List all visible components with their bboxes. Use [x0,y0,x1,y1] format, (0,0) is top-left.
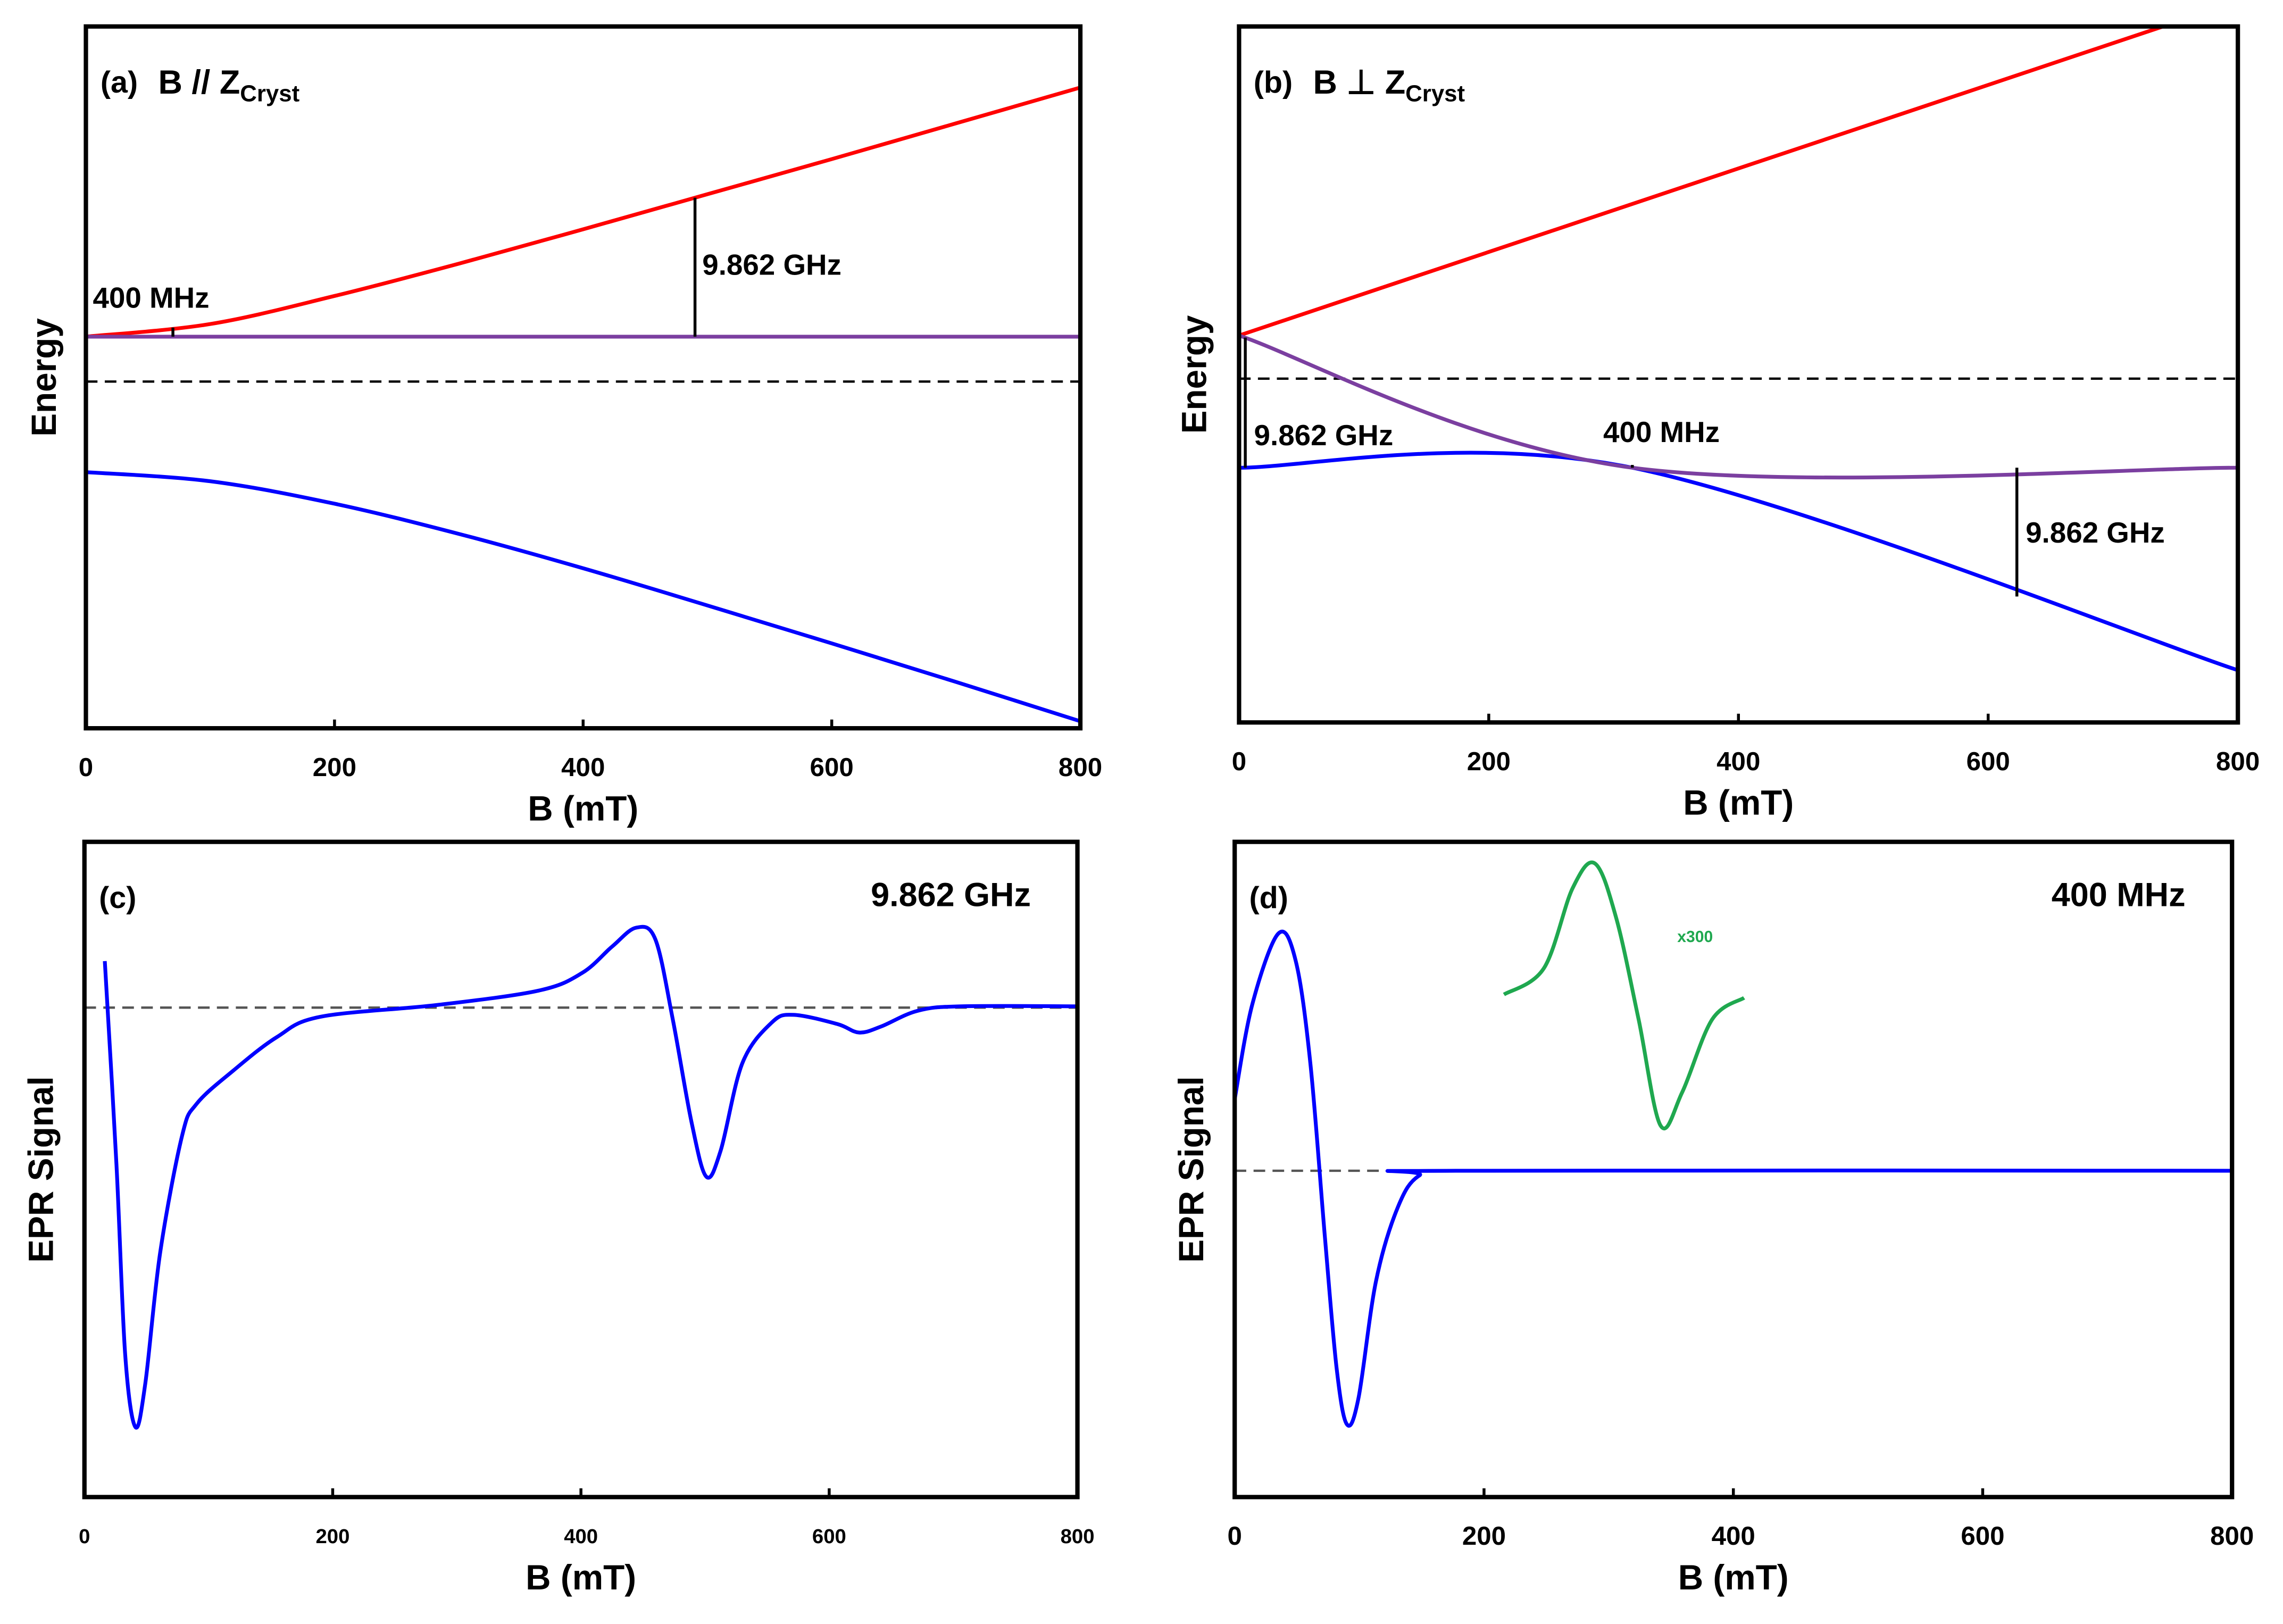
transition-label: 9.862 GHz [1254,419,1394,452]
frequency-label: 400 MHz [2052,876,2186,913]
x-axis-label: B (mT) [1683,784,1794,822]
transition-label: 9.862 GHz [702,248,841,281]
frequency-label: 9.862 GHz [871,876,1031,913]
x-tick-label: 200 [315,1525,349,1548]
x-tick-label: 400 [1717,747,1760,776]
x-tick-label: 600 [1961,1521,2004,1551]
transition-label: 400 MHz [1603,415,1720,448]
x-tick-label: 0 [79,1525,90,1548]
transition-label: 9.862 GHz [2026,516,2165,549]
curve [1235,929,2232,1428]
panel-title: (c) [99,881,136,915]
x-tick-label: 0 [1227,1521,1242,1551]
panel-label-subscript: Cryst [1405,80,1465,106]
annotation: x300 [1677,928,1713,946]
x-tick-label: 400 [564,1525,598,1548]
panel-letter: (c) [99,881,136,915]
plot-frame [82,839,1080,1500]
x-tick-label: 800 [1061,1525,1095,1548]
transition-label: 400 MHz [93,281,210,314]
x-axis-label: B (mT) [528,789,638,828]
plot-frame [1237,24,2240,725]
y-axis-label: Energy [24,318,63,437]
curve [1239,451,2238,672]
curve [1239,334,2238,480]
plot-area [1239,26,2238,672]
panel-label-subscript: Cryst [240,80,299,106]
x-tick-label: 600 [812,1525,846,1548]
curve [86,86,1081,339]
x-tick-label: 600 [1967,747,2010,776]
panel-letter: (b) [1254,65,1293,99]
x-tick-label: 400 [561,753,605,782]
x-tick-label: 400 [1712,1521,1755,1551]
panel-letter: (d) [1249,881,1288,915]
x-tick-label: 0 [79,753,93,782]
x-tick-label: 800 [2210,1521,2254,1551]
y-axis-label: Energy [1174,315,1213,434]
x-tick-label: 0 [1232,747,1246,776]
x-tick-label: 600 [810,753,854,782]
x-tick-label: 200 [1462,1521,1506,1551]
plot-area [1235,860,2232,1428]
curve [1503,860,1745,1131]
x-tick-label: 800 [1059,753,1102,782]
x-tick-label: 200 [313,753,356,782]
y-axis-label: EPR Signal [1172,1076,1211,1262]
y-axis-label: EPR Signal [21,1076,60,1262]
plot-area [86,86,1081,723]
panel-letter: (a) [101,65,138,99]
curve [86,470,1081,723]
panel-title: (a) B // ZCryst [101,64,300,106]
x-tick-label: 800 [2216,747,2260,776]
x-tick-label: 200 [1467,747,1511,776]
curve [103,925,1078,1430]
panel-label: B ⊥ Z [1313,64,1405,101]
x-axis-label: B (mT) [526,1558,636,1597]
panel-title: (b) B ⊥ ZCryst [1254,64,1465,106]
panel-label: B // Z [158,64,240,101]
x-axis-label: B (mT) [1678,1558,1789,1597]
plot-area [84,925,1078,1430]
curve [1239,26,2169,338]
panel-title: (d) [1249,881,1288,915]
